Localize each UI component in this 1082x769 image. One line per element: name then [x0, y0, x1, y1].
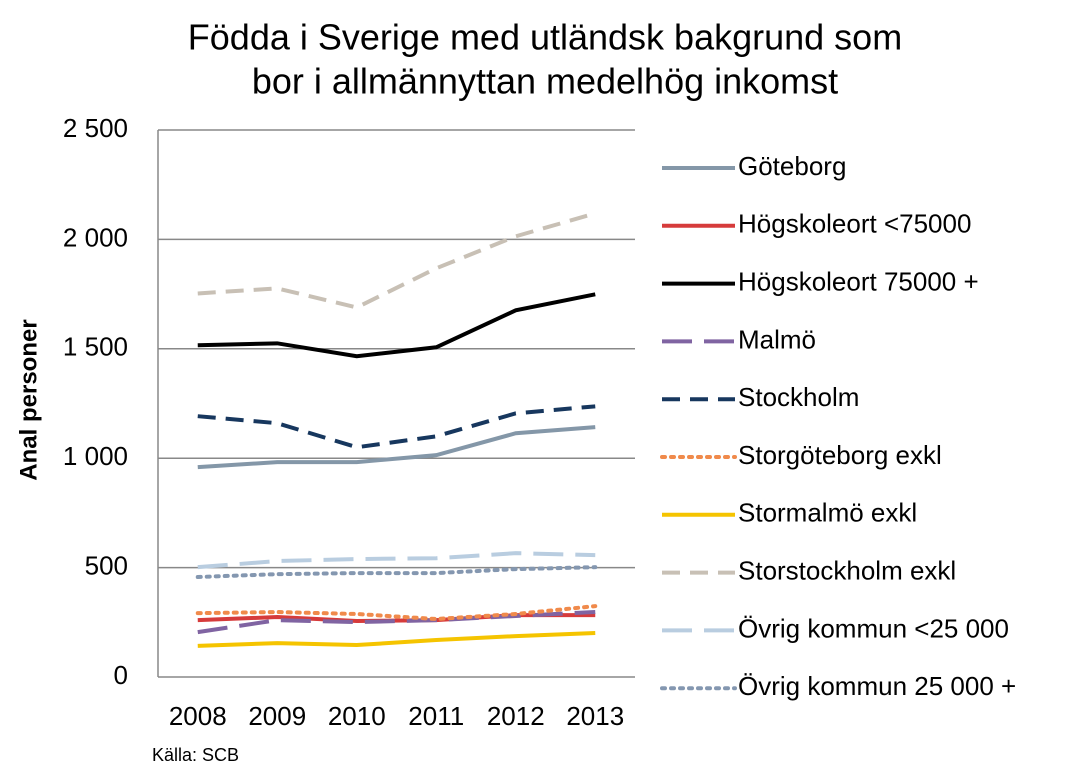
series-line — [197, 551, 596, 570]
y-tick-label: 2 000 — [63, 222, 128, 252]
x-tick-label: 2010 — [328, 701, 386, 731]
legend-label: Malmö — [738, 324, 816, 354]
legend-label: Storgöteborg exkl — [738, 440, 942, 470]
chart-title: bor i allmännyttan medelhög inkomst — [252, 61, 838, 102]
series-line — [195, 565, 598, 580]
legend-label: Stockholm — [738, 382, 859, 412]
series-line — [197, 211, 596, 310]
series-line — [197, 404, 596, 450]
y-tick-label: 500 — [85, 550, 128, 580]
series-line — [197, 425, 596, 470]
chart-title: Födda i Sverige med utländsk bakgrund so… — [188, 17, 902, 58]
legend-label: Stormalmö exkl — [738, 498, 917, 528]
series-line — [197, 292, 596, 359]
source-note: Källa: SCB — [152, 745, 239, 765]
x-tick-label: 2012 — [487, 701, 545, 731]
series-line — [197, 631, 596, 648]
x-tick-label: 2013 — [566, 701, 624, 731]
legend-label: Högskoleort 75000 + — [738, 266, 979, 296]
series-line — [197, 610, 596, 635]
legend-label: Övrig kommun 25 000 + — [738, 671, 1016, 701]
x-tick-label: 2009 — [248, 701, 306, 731]
y-tick-label: 0 — [114, 660, 128, 690]
legend-label: Storstockholm exkl — [738, 555, 956, 585]
series-line — [195, 604, 598, 622]
y-axis-label: Anal personer — [15, 319, 42, 480]
x-tick-label: 2011 — [408, 701, 464, 731]
legend-label: Övrig kommun <25 000 — [738, 613, 1009, 643]
y-tick-label: 1 000 — [63, 441, 128, 471]
x-tick-label: 2008 — [169, 701, 227, 731]
legend-label: Göteborg — [738, 151, 846, 181]
legend-label: Högskoleort <75000 — [738, 209, 971, 239]
series-line — [197, 613, 596, 623]
y-tick-label: 2 500 — [63, 113, 128, 143]
y-tick-label: 1 500 — [63, 332, 128, 362]
